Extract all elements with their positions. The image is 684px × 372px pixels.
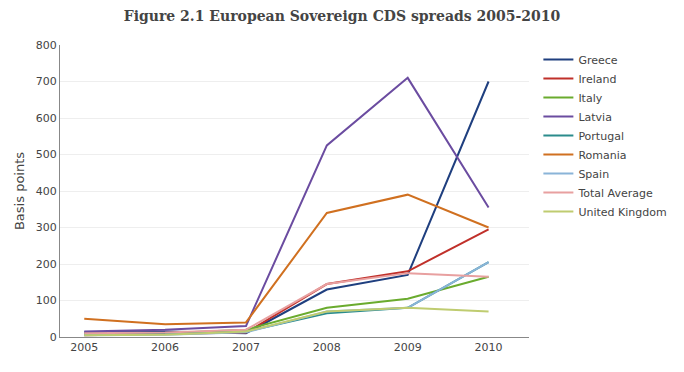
svg-text:Romania: Romania [578,149,626,162]
svg-text:300: 300 [36,221,57,234]
svg-text:Portugal: Portugal [578,130,624,143]
svg-text:600: 600 [36,112,57,125]
svg-text:2010: 2010 [475,341,503,354]
svg-text:400: 400 [36,185,57,198]
svg-text:100: 100 [36,294,57,307]
svg-text:Spain: Spain [578,168,609,181]
svg-text:Italy: Italy [578,92,602,105]
svg-text:2008: 2008 [313,341,341,354]
svg-text:United Kingdom: United Kingdom [578,206,666,219]
svg-text:700: 700 [36,75,57,88]
svg-text:500: 500 [36,148,57,161]
svg-text:200: 200 [36,258,57,271]
svg-text:Greece: Greece [578,54,617,67]
svg-text:Figure 2.1 European Sovereign: Figure 2.1 European Sovereign CDS spread… [124,8,561,24]
svg-text:2006: 2006 [151,341,179,354]
svg-text:0: 0 [50,331,57,344]
svg-text:800: 800 [36,39,57,52]
svg-text:Ireland: Ireland [578,73,616,86]
svg-text:2009: 2009 [394,341,422,354]
svg-text:2007: 2007 [232,341,260,354]
svg-text:Latvia: Latvia [578,111,612,124]
svg-text:2005: 2005 [70,341,98,354]
svg-text:Total Average: Total Average [577,187,653,200]
svg-text:Basis points: Basis points [12,152,27,230]
